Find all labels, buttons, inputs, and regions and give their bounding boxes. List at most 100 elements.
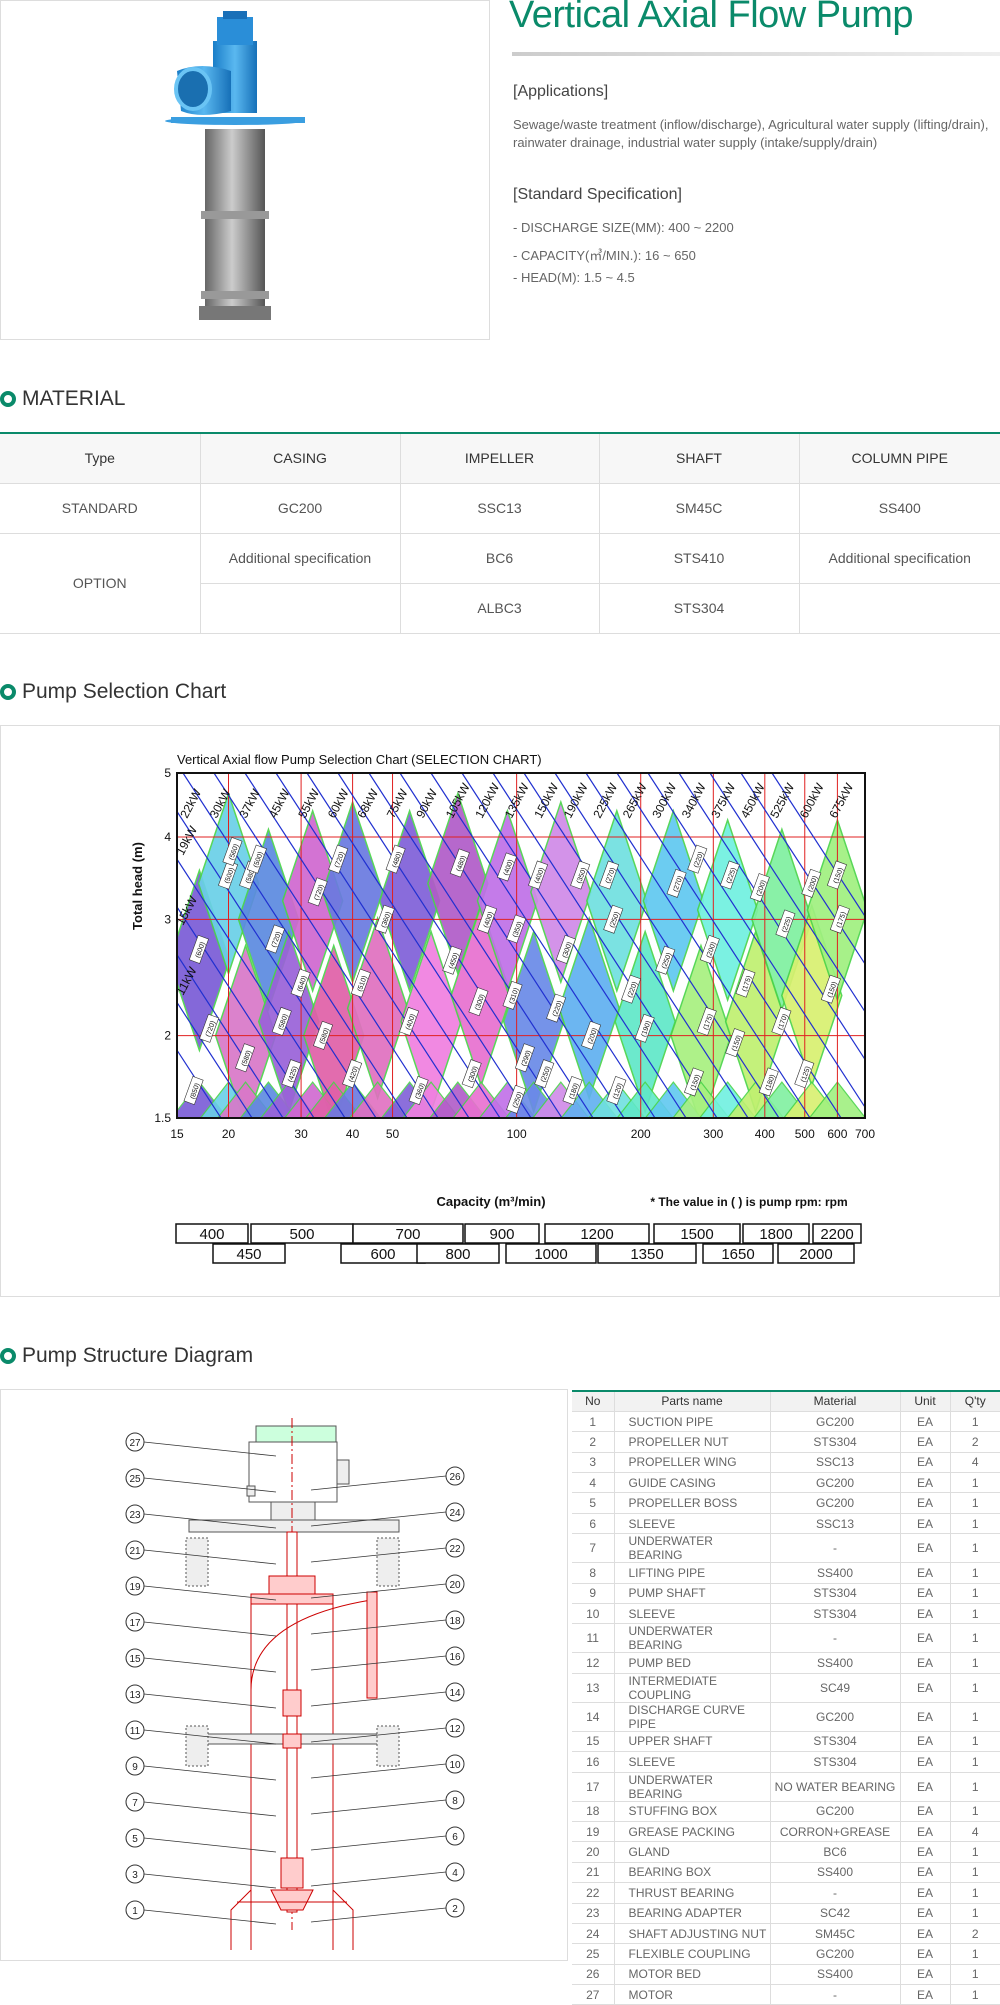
table-cell: Additional specification xyxy=(199,532,401,584)
callout-right: 4 xyxy=(310,1862,465,1887)
table-cell: 2 xyxy=(949,1922,1000,1945)
table-cell: CORRON+GREASE xyxy=(769,1820,901,1843)
material-heading: MATERIAL xyxy=(0,387,125,411)
table-cell: 4 xyxy=(572,1472,615,1494)
callout-number: 24 xyxy=(449,1508,461,1519)
discharge-size-box: 400 xyxy=(175,1223,249,1244)
discharge-size-box: 600 xyxy=(340,1243,426,1264)
chart-note: * The value in ( ) is pump rpm: rpm xyxy=(650,1195,847,1209)
power-line xyxy=(523,773,749,1118)
discharge-size-box: 1200 xyxy=(544,1223,650,1244)
table-cell: SHAFT ADJUSTING NUT xyxy=(613,1922,771,1945)
table-cell: 1 xyxy=(949,1882,1000,1904)
table-header: COLUMN PIPE xyxy=(798,432,1000,484)
table-cell: - xyxy=(769,1984,901,2005)
y-tick-label: 1.5 xyxy=(154,1111,171,1125)
power-line xyxy=(177,810,377,1118)
discharge-size-label: 900 xyxy=(489,1226,514,1243)
power-line xyxy=(740,773,865,966)
x-axis-label: Capacity (m³/min) xyxy=(436,1194,545,1209)
table-row: 8 LIFTING PIPE SS400 EA 1 xyxy=(572,1562,1000,1584)
table-cell: 6 xyxy=(572,1512,615,1535)
table-cell: STANDARD xyxy=(0,482,201,534)
callout-right: 12 xyxy=(310,1718,465,1743)
table-cell: 4 xyxy=(949,1820,1000,1843)
table-header: No xyxy=(572,1389,615,1412)
table-header: Type xyxy=(0,432,201,484)
x-tick-label: 400 xyxy=(755,1127,775,1141)
table-cell: EA xyxy=(899,1771,951,1802)
table-cell: 1 xyxy=(949,1492,1000,1514)
table-cell: 21 xyxy=(572,1861,615,1884)
table-cell: 1 xyxy=(949,1984,1000,2005)
power-line xyxy=(585,773,811,1118)
table-cell: SSC13 xyxy=(399,482,600,534)
table-header: Unit xyxy=(899,1389,951,1412)
table-cell: 1 xyxy=(949,1943,1000,1965)
selection-chart: Vertical Axial flow Pump Selection Chart… xyxy=(130,752,875,1264)
chart-heading: Pump Selection Chart xyxy=(0,680,226,704)
table-cell: STS410 xyxy=(598,532,800,584)
table-cell: 1 xyxy=(949,1751,1000,1773)
table-cell: PUMP SHAFT xyxy=(613,1582,771,1605)
table-cell: 15 xyxy=(572,1730,615,1753)
table-cell: 27 xyxy=(572,1984,615,2005)
discharge-size-label: 500 xyxy=(289,1226,314,1243)
power-line xyxy=(709,773,865,1013)
table-cell: EA xyxy=(899,1431,951,1453)
table-cell: STUFFING BOX xyxy=(613,1800,771,1822)
discharge-size-label: 2000 xyxy=(799,1246,832,1263)
table-header: CASING xyxy=(199,432,401,484)
callout-left: 15 xyxy=(125,1648,277,1673)
table-cell: EA xyxy=(899,1623,951,1654)
rpm-label: (425) xyxy=(281,1059,302,1089)
x-tick-label: 300 xyxy=(703,1127,723,1141)
callout-left: 25 xyxy=(125,1468,277,1493)
table-cell xyxy=(798,582,1000,634)
y-tick-label: 4 xyxy=(164,830,171,844)
power-line xyxy=(678,773,865,1061)
table-row: 13 INTERMEDIATE COUPLING SC49 EA 1 xyxy=(572,1672,1000,1703)
callout-number: 2 xyxy=(452,1904,458,1915)
table-row: 7 UNDERWATER BEARING - EA 1 xyxy=(572,1533,1000,1564)
callout-right: 2 xyxy=(310,1898,465,1923)
table-cell: EA xyxy=(899,1882,951,1904)
callout-right: 8 xyxy=(310,1790,465,1815)
discharge-size-box: 1350 xyxy=(597,1243,697,1264)
table-cell: - xyxy=(769,1882,901,1904)
table-cell: 1 xyxy=(572,1410,615,1433)
table-cell: 1 xyxy=(949,1701,1000,1732)
discharge-size-label: 400 xyxy=(199,1226,224,1243)
discharge-size-box: 1500 xyxy=(653,1223,741,1244)
x-tick-label: 40 xyxy=(346,1127,360,1141)
table-cell: PUMP BED xyxy=(613,1652,771,1674)
table-cell: 1 xyxy=(949,1800,1000,1822)
table-cell: SS400 xyxy=(769,1562,901,1584)
table-cell: 1 xyxy=(949,1582,1000,1605)
power-line xyxy=(177,1049,222,1118)
callout-number: 6 xyxy=(452,1832,458,1843)
table-cell: 25 xyxy=(572,1943,615,1965)
table-cell: DISCHARGE CURVE PIPE xyxy=(613,1701,771,1732)
table-cell: PROPELLER BOSS xyxy=(613,1492,771,1514)
page-title: Vertical Axial Flow Pump xyxy=(509,0,914,36)
table-cell: 1 xyxy=(949,1963,1000,1986)
power-line xyxy=(461,773,687,1118)
callout-number: 8 xyxy=(452,1796,458,1807)
callout-number: 25 xyxy=(129,1474,141,1485)
table-row: 22 THRUST BEARING - EA 1 xyxy=(572,1882,1000,1904)
table-cell: STS304 xyxy=(769,1582,901,1605)
table-cell: SUCTION PIPE xyxy=(613,1410,771,1433)
table-cell: GC200 xyxy=(769,1492,901,1514)
table-cell: 4 xyxy=(949,1451,1000,1474)
power-line xyxy=(177,905,315,1118)
table-header: Q'ty xyxy=(949,1389,1000,1412)
table-cell: 12 xyxy=(572,1652,615,1674)
discharge-size-box: 2000 xyxy=(777,1243,855,1264)
table-cell: 19 xyxy=(572,1820,615,1843)
table-cell: 1 xyxy=(949,1902,1000,1924)
callout-right: 6 xyxy=(310,1826,465,1851)
table-cell: - xyxy=(769,1623,901,1654)
callout-left: 1 xyxy=(125,1900,277,1925)
table-cell: EA xyxy=(899,1451,951,1474)
